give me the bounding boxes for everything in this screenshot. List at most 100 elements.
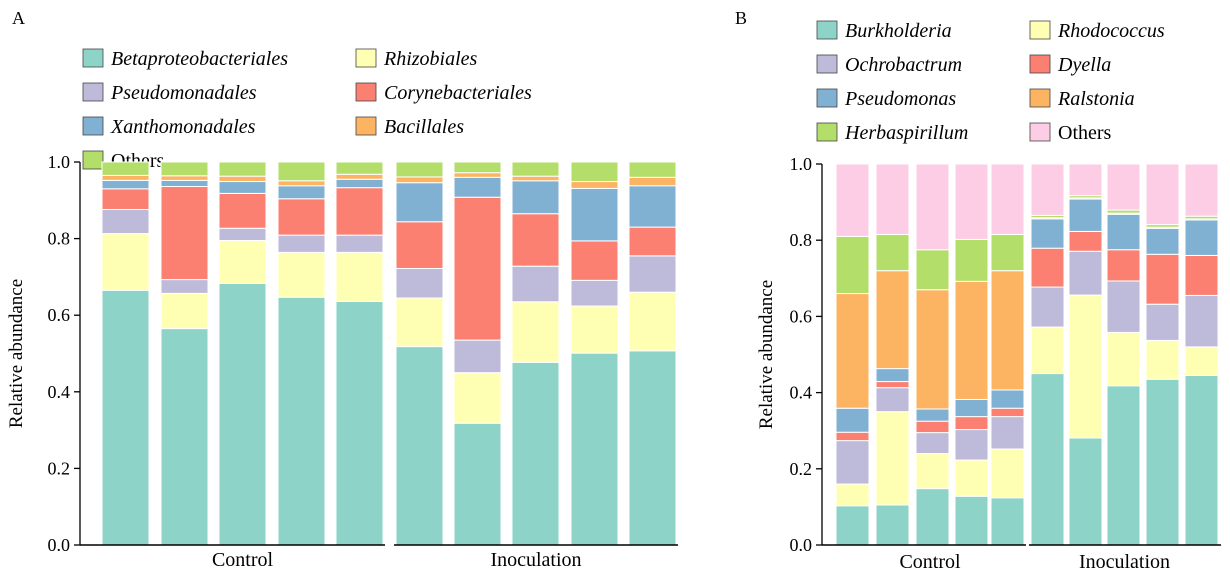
panel-a-group-label-control: Control (212, 549, 274, 571)
panel-a-bar-9-segment-others (570, 161, 619, 183)
panel-a-bar-7-segment-corynebacteriales (453, 196, 502, 341)
panel-b: B Burkholderia Rhodococcus Ochrobactrum Dye… (735, 8, 1221, 573)
panel-a-legend-label-betaproteobacteriales: Betaproteobacteriales (111, 48, 288, 70)
panel-b-bar-4-segment-rhodococcus (954, 459, 989, 497)
panel-b-bar-7 (1068, 163, 1103, 546)
panel-a-legend-item-bacillales: Bacillales (355, 116, 464, 138)
panel-a-legend-item-corynebacteriales: Corynebacteriales (355, 82, 532, 104)
panel-a-legend-label-corynebacteriales: Corynebacteriales (384, 82, 532, 104)
panel-b-bar-5-segment-herbaspirillum (990, 233, 1025, 272)
panel-b-bar-8-segment-dyella (1106, 249, 1141, 282)
panel-a-y-tick-label-3: 0.6 (48, 305, 71, 325)
panel-b-legend-item-ochrobactrum: Ochrobactrum (816, 54, 962, 76)
panel-b-y-tick-label-0: 0.0 (790, 535, 813, 555)
panel-b-bar-10 (1184, 163, 1219, 546)
panel-b-bar-9-segment-burkholderia (1145, 378, 1180, 546)
panel-a-bar-3-segment-corynebacteriales (218, 192, 267, 229)
panel-a-bar-10-segment-xanthomonadales (628, 185, 677, 228)
panel-b-bar-9 (1145, 163, 1180, 546)
panel-b-bar-3 (915, 163, 950, 546)
panel-b-bar-3-segment-pseudomonas (915, 408, 950, 422)
panel-b-bar-5-segment-burkholderia (990, 497, 1025, 546)
panel-a-bar-2-segment-corynebacteriales (160, 186, 209, 281)
panel-a-legend-label-xanthomonadales: Xanthomonadales (110, 116, 256, 138)
panel-b-bar-6-segment-dyella (1030, 247, 1065, 288)
panel-a-bar-10-segment-others (628, 161, 677, 178)
panel-a-bar-5-segment-xanthomonadales (335, 178, 384, 189)
panel-b-label: B (735, 8, 747, 28)
panel-a-bar-8 (511, 161, 560, 546)
panel-b-bar-6-segment-others (1030, 163, 1065, 216)
panel-b-bar-4-segment-herbaspirillum (954, 238, 989, 282)
panel-a-legend-label-rhizobiales: Rhizobiales (383, 48, 478, 70)
panel-a-bar-6-segment-corynebacteriales (395, 221, 444, 269)
panel-a-bar-6-segment-betaproteobacteriales (395, 346, 444, 546)
panel-a-bar-4-segment-corynebacteriales (277, 198, 326, 236)
panel-b-legend-item-dyella: Dyella (1029, 54, 1111, 76)
panel-a-bar-6-segment-rhizobiales (395, 297, 444, 348)
panel-b-legend-label-others: Others (1058, 122, 1112, 144)
panel-b-legend-swatch-pseudomonas (816, 88, 838, 108)
panel-a-bar-8-segment-corynebacteriales (511, 213, 560, 267)
panel-a-bar-6-segment-others (395, 161, 444, 178)
panel-b-bar-10-segment-dyella (1184, 254, 1219, 296)
panel-b-legend-item-rhodococcus: Rhodococcus (1029, 20, 1165, 42)
panel-a-bar-2-segment-pseudomonadales (160, 279, 209, 294)
panel-a-bar-7-segment-rhizobiales (453, 372, 502, 424)
panel-b-legend-item-ralstonia: Ralstonia (1029, 88, 1135, 110)
panel-b-legend-item-burkholderia: Burkholderia (816, 20, 952, 42)
panel-b-legend-item-others: Others (1029, 122, 1112, 144)
panel-a-bar-8-segment-rhizobiales (511, 301, 560, 363)
panel-a-bar-2 (160, 161, 209, 546)
panel-a-bar-2-segment-betaproteobacteriales (160, 328, 209, 546)
panel-b-bar-1-segment-ralstonia (835, 293, 870, 409)
panel-a-legend-swatch-bacillales (355, 116, 377, 136)
panel-a-bar-7-segment-bacillales (453, 172, 502, 178)
panel-a-bar-6-segment-xanthomonadales (395, 182, 444, 223)
panel-a-bar-8-segment-others (511, 161, 560, 177)
panel-b-bar-6-segment-burkholderia (1030, 373, 1065, 546)
panel-b-legend-swatch-ochrobactrum (816, 54, 838, 74)
panel-a-bar-4-segment-betaproteobacteriales (277, 296, 326, 546)
panel-a-bar-1-segment-others (101, 161, 150, 176)
panel-b-bar-3-segment-ralstonia (915, 289, 950, 410)
panel-b-bar-5-segment-ochrobactrum (990, 416, 1025, 450)
panel-b-legend-label-ralstonia: Ralstonia (1057, 88, 1135, 110)
panel-a-legend-item-xanthomonadales: Xanthomonadales (82, 116, 256, 138)
panel-a-bar-10-segment-bacillales (628, 176, 677, 187)
panel-a-legend-item-pseudomonadales: Pseudomonadales (82, 82, 257, 104)
panel-b-bar-7-segment-rhodococcus (1068, 294, 1103, 439)
panel-a-legend-item-betaproteobacteriales: Betaproteobacteriales (82, 48, 288, 70)
panel-b-y-axis-title: Relative abundance (756, 280, 777, 429)
panel-a-bar-5 (335, 161, 384, 546)
panel-a-bar-4 (277, 161, 326, 546)
panel-a-bar-9-segment-corynebacteriales (570, 240, 619, 281)
panel-a-legend: Betaproteobacteriales Rhizobiales Pseudomo… (82, 48, 532, 172)
panel-b-bar-3-segment-rhodococcus (915, 453, 950, 490)
panel-b-bar-5-segment-others (990, 163, 1025, 235)
panel-b-bar-4-segment-others (954, 163, 989, 240)
panel-b-bar-2-segment-pseudomonas (875, 368, 910, 383)
panel-b-bar-10-segment-burkholderia (1184, 374, 1219, 546)
panel-b-bar-2-segment-burkholderia (875, 504, 910, 546)
panel-a-bar-6-segment-pseudomonadales (395, 267, 444, 299)
panel-a-bar-7-segment-others (453, 161, 502, 174)
panel-b-legend-item-pseudomonas: Pseudomonas (816, 88, 956, 110)
panel-b-bar-2 (875, 163, 910, 546)
panel-b-bar-9-segment-dyella (1145, 253, 1180, 305)
panel-a-bar-9-segment-xanthomonadales (570, 187, 619, 242)
panel-b-bar-9-segment-rhodococcus (1145, 339, 1180, 380)
panel-a-bar-3-segment-others (218, 161, 267, 177)
panel-b-bar-7-segment-ochrobactrum (1068, 250, 1103, 296)
panel-a-label: A (12, 8, 25, 28)
panel-a-bar-7 (453, 161, 502, 546)
panel-b-bar-7-segment-others (1068, 163, 1103, 197)
panel-b-bar-9-segment-pseudomonas (1145, 227, 1180, 255)
panel-b-bar-8 (1106, 163, 1141, 546)
panel-a-bar-5-segment-pseudomonadales (335, 234, 384, 253)
panel-a-y-tick-label-5: 1.0 (48, 152, 71, 172)
panel-a-bar-5-segment-bacillales (335, 173, 384, 180)
panel-b-axes: 0.0 0.2 0.4 0.6 0.8 1.0 Relative abundance Cont… (756, 154, 1221, 573)
panel-a-bar-10-segment-pseudomonadales (628, 255, 677, 293)
